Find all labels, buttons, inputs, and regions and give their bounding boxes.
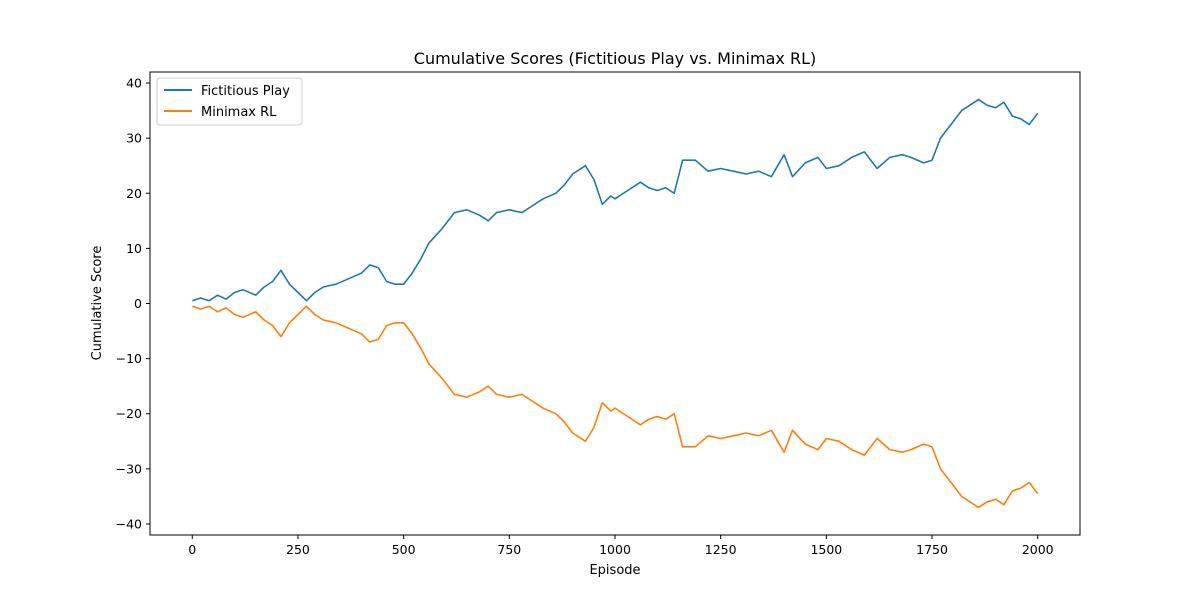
x-tick-label: 1000	[599, 542, 631, 557]
chart-title: Cumulative Scores (Fictitious Play vs. M…	[414, 49, 816, 68]
series-line-fictitious-play	[192, 98, 1039, 302]
x-tick-label: 1250	[705, 542, 737, 557]
x-tick-label: 750	[497, 542, 521, 557]
y-tick-label: 10	[126, 241, 142, 256]
y-tick-label: 0	[134, 296, 142, 311]
x-tick-label: 2000	[1022, 542, 1054, 557]
y-tick-label: −20	[116, 406, 142, 421]
legend: Fictitious Play Minimax RL	[156, 77, 303, 126]
x-axis-label: Episode	[589, 563, 640, 578]
series-line-minimax-rl	[192, 305, 1039, 509]
plot-frame	[149, 71, 1081, 536]
y-tick-label: 20	[126, 186, 142, 201]
x-tick-label: 0	[188, 542, 196, 557]
legend-box	[156, 77, 303, 126]
x-tick-label: 250	[286, 542, 310, 557]
series-layer	[192, 98, 1039, 509]
x-tick-label: 1750	[916, 542, 948, 557]
x-tick-label: 500	[392, 542, 416, 557]
legend-label-minimax-rl: Minimax RL	[201, 105, 277, 120]
y-tick-label: −30	[116, 461, 142, 476]
x-axis-ticks: 0 250 500 750 1000 1250 1500 1750 2000	[188, 535, 1054, 557]
y-tick-label: −10	[116, 351, 142, 366]
legend-label-fictitious-play: Fictitious Play	[201, 84, 290, 99]
x-tick-label: 1500	[810, 542, 842, 557]
y-tick-label: −40	[116, 516, 142, 531]
y-axis-ticks: −40 −30 −20 −10 0 10 20 30 40	[116, 76, 150, 531]
y-tick-label: 30	[126, 131, 142, 146]
y-axis-label: Cumulative Score	[90, 246, 105, 361]
y-tick-label: 40	[126, 76, 142, 91]
